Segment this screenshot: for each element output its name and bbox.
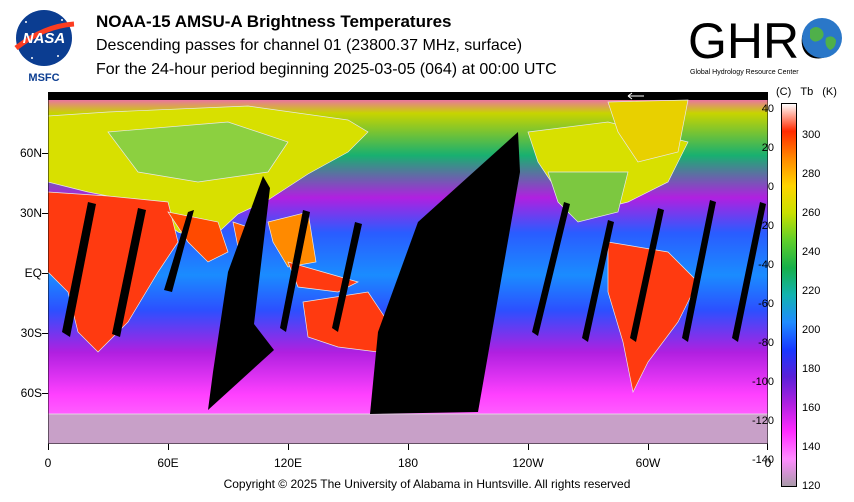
subtitle-channel: Descending passes for channel 01 (23800.… — [96, 37, 523, 54]
lon-label-60w: 60W — [635, 456, 661, 470]
lon-tick — [528, 444, 529, 450]
lat-tick — [42, 213, 48, 214]
lat-label-30n: 30N — [19, 206, 42, 220]
svg-text:NASA: NASA — [23, 30, 66, 47]
colorbar-tick-kelvin: 120 — [802, 480, 821, 492]
data-gap — [532, 202, 570, 336]
land-areas — [48, 99, 768, 444]
lon-tick — [168, 444, 169, 450]
lat-label-60n: 60N — [19, 146, 42, 160]
data-gap — [208, 176, 274, 410]
lat-tick — [42, 153, 48, 154]
colorbar-tick-celsius: -120 — [751, 415, 774, 427]
brightness-temperature-map — [48, 92, 768, 444]
colorbar-tick-celsius: -100 — [751, 376, 774, 388]
data-gap — [370, 132, 520, 414]
lon-tick — [767, 444, 768, 450]
colorbar-tick-kelvin: 160 — [802, 402, 821, 414]
lon-label-0-east: 0 — [764, 456, 772, 470]
colorbar-header: (C) Tb (K) — [776, 86, 837, 98]
colorbar-tick-kelvin: 220 — [802, 285, 821, 297]
colorbar-tick-celsius: -80 — [758, 337, 774, 349]
title-block: NOAA-15 AMSU-A Brightness Temperatures D… — [96, 10, 557, 82]
ghrc-logo: GHRC Global Hydrology Resource Center — [686, 8, 848, 78]
copyright-footer: Copyright © 2025 The University of Alaba… — [223, 477, 631, 491]
lon-label-60e: 60E — [157, 456, 179, 470]
colorbar-tick-kelvin: 280 — [802, 168, 821, 180]
colorbar-tick-kelvin: 240 — [802, 246, 821, 258]
lon-label-120w: 120W — [512, 456, 544, 470]
lat-tick — [42, 393, 48, 394]
colorbar-tick-celsius: 40 — [761, 103, 774, 115]
data-gap — [630, 208, 664, 342]
data-gap — [682, 200, 716, 342]
colorbar-tick-celsius: -140 — [751, 454, 774, 466]
lat-tick — [42, 273, 48, 274]
lon-label-180: 180 — [397, 456, 419, 470]
colorbar-tick-celsius: -20 — [758, 220, 774, 232]
data-gap — [332, 222, 362, 332]
colorbar-tick-celsius: -40 — [758, 259, 774, 271]
colorbar-tick-celsius: 20 — [761, 142, 774, 154]
colorbar-tick-celsius: -60 — [758, 298, 774, 310]
lon-tick — [648, 444, 649, 450]
lat-label-30s: 30S — [20, 326, 42, 340]
lat-label-eq: EQ — [24, 266, 42, 280]
data-gap — [62, 202, 96, 337]
colorbar-tick-kelvin: 260 — [802, 207, 821, 219]
colorbar-tick-kelvin: 140 — [802, 441, 821, 453]
nasa-logo: NASA MSFC — [12, 8, 76, 84]
lon-label-120e: 120E — [273, 456, 303, 470]
data-gap — [732, 202, 766, 342]
colorbar-tick-kelvin: 180 — [802, 363, 821, 375]
map-canvas — [48, 92, 768, 444]
colorbar-tick-kelvin: 200 — [802, 324, 821, 336]
lon-tick — [48, 444, 49, 450]
lon-label-0: 0 — [44, 456, 52, 470]
colorbar-unit-celsius: (C) — [776, 86, 792, 98]
data-gap — [164, 210, 194, 292]
lon-tick — [288, 444, 289, 450]
colorbar-tick-celsius: 0 — [767, 181, 774, 193]
svg-text:MSFC: MSFC — [28, 72, 59, 84]
colorbar-title: Tb — [800, 86, 814, 98]
colorbar-unit-kelvin: (K) — [822, 86, 837, 98]
colorbar-tick-kelvin: 300 — [802, 129, 821, 141]
lat-label-60s: 60S — [20, 386, 42, 400]
data-gap — [582, 220, 614, 342]
orbit-data-gaps — [62, 132, 766, 414]
top-data-gap — [48, 92, 768, 100]
page-title: NOAA-15 AMSU-A Brightness Temperatures — [96, 12, 452, 31]
subtitle-period: For the 24-hour period beginning 2025-03… — [96, 61, 557, 78]
lon-tick — [408, 444, 409, 450]
data-gap — [112, 208, 146, 337]
lat-tick — [42, 333, 48, 334]
data-gap — [280, 210, 310, 332]
svg-text:Global Hydrology Resource Cent: Global Hydrology Resource Center — [690, 69, 799, 76]
colorbar — [781, 103, 797, 487]
arrow-icon — [627, 92, 644, 100]
